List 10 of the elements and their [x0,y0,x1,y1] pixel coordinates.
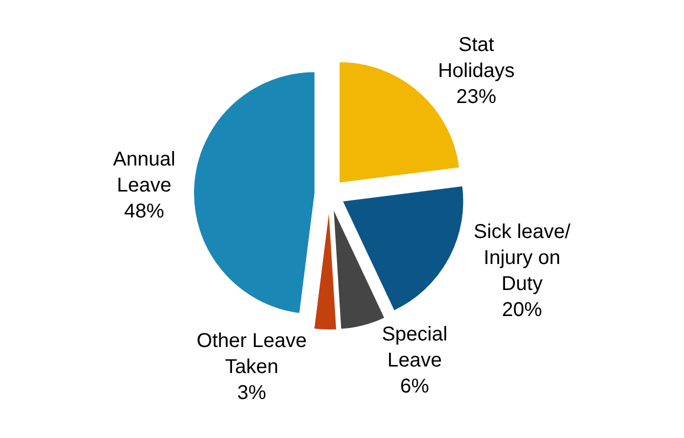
data-label: 3% [237,382,266,404]
data-label: 20% [502,299,542,322]
slice-label: Special Leave [382,323,448,372]
slice-label: Stat Holidays [438,34,515,82]
slice-label: Sick leave/ Injury on Duty [474,221,571,296]
slice-label: Annual Leave [112,148,176,196]
data-label: 23% [456,86,497,108]
slice-label: Other Leave Taken [196,330,307,378]
data-label: 48% [124,200,164,222]
data-label: 6% [400,375,430,398]
